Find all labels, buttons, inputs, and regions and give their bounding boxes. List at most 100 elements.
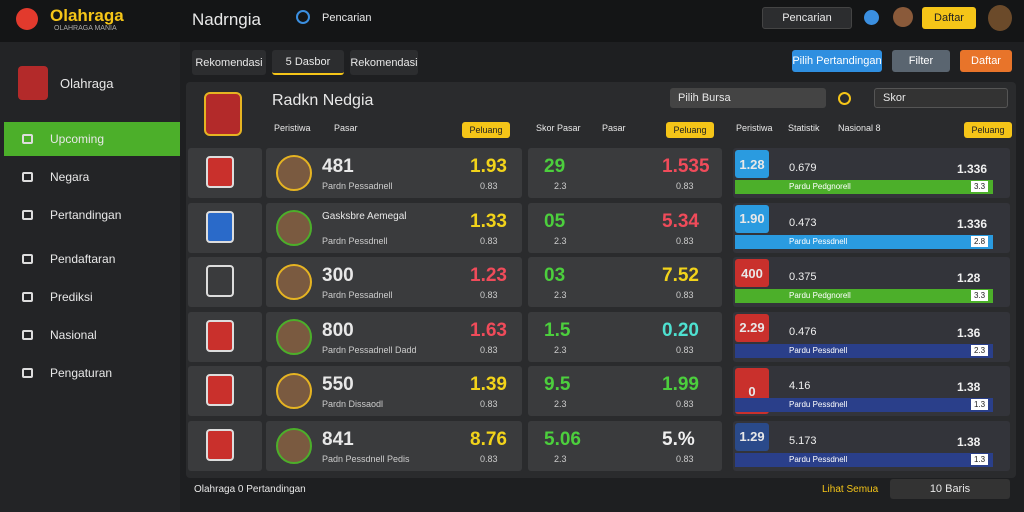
- odds-sub: 0.83: [480, 344, 498, 355]
- market-card[interactable]: 400 0.375 1.28 Pardu Pedgnorell 3.3: [733, 257, 1010, 307]
- team-cell: [188, 311, 262, 362]
- page-title: Nadrngia: [192, 10, 261, 29]
- bar-value: 1.3: [971, 399, 989, 410]
- tab[interactable]: Rekomendasi: [350, 50, 418, 75]
- market-right: 1.28: [957, 271, 981, 285]
- match-card[interactable]: 550 Pardn Dissaodl 1.39 0.83: [266, 366, 522, 416]
- odds-sub: 0.83: [480, 399, 498, 409]
- team-badge: [206, 319, 234, 352]
- nav-icon: [22, 330, 33, 340]
- column-header: Nasional 8: [838, 123, 881, 133]
- odds-card[interactable]: 1.5 2.3 0.20 0.83: [528, 311, 722, 362]
- odds: 1.23: [470, 265, 507, 286]
- market-sub: 0.679: [789, 162, 817, 174]
- nav-item[interactable]: Upcoming: [4, 122, 180, 156]
- team-badge: [206, 374, 234, 406]
- nav-item[interactable]: Prediksi: [4, 280, 180, 314]
- odds-sub: 2.3: [554, 235, 567, 246]
- bar-text: Pardu Pessdnell: [789, 454, 848, 464]
- market-card[interactable]: 1.90 0.473 1.336 Pardu Pessdnell 2.8: [733, 202, 1010, 253]
- footer-link[interactable]: Lihat Semua: [822, 484, 879, 495]
- footer-left: Olahraga 0 Pertandingan: [194, 484, 306, 495]
- team-cell: [188, 366, 262, 416]
- logo: [16, 8, 38, 30]
- nav-label: Nasional: [50, 328, 97, 342]
- market-bar: Pardu Pedgnorell 3.3: [735, 180, 993, 194]
- profile-badge: [18, 66, 48, 100]
- market-card[interactable]: 1.29 5.173 1.38 Pardu Pessdnell 1.3: [733, 420, 1010, 471]
- globe-icon[interactable]: [864, 10, 879, 25]
- nav-label: Negara: [50, 170, 90, 184]
- action-button[interactable]: Daftar: [960, 50, 1012, 72]
- bar-value: 1.3: [971, 453, 989, 465]
- odds: 03: [544, 265, 566, 286]
- bar-text: Pardu Pessdnell: [789, 236, 848, 246]
- nav-label: Pengaturan: [50, 366, 113, 380]
- nav-label: Prediksi: [50, 290, 93, 304]
- tab[interactable]: Rekomendasi: [192, 50, 266, 75]
- action-button[interactable]: Filter: [892, 50, 950, 72]
- odds-card[interactable]: 29 2.3 1.535 0.83: [528, 148, 722, 198]
- match-card[interactable]: 481 Pardn Pessadnell 1.93 0.83: [266, 148, 522, 198]
- match-card[interactable]: Gasksbre Aemegal Pardn Pessdnell 1.33 0.83: [266, 202, 522, 253]
- nav-item[interactable]: Negara: [4, 160, 180, 194]
- page-size[interactable]: 10 Baris: [890, 479, 1010, 499]
- nav-item[interactable]: Pertandingan: [4, 198, 180, 232]
- market-filter[interactable]: Pilih Bursa: [670, 88, 826, 108]
- search-icon[interactable]: [296, 10, 310, 24]
- odds-card[interactable]: 05 2.3 5.34 0.83: [528, 202, 722, 253]
- profile-name: Olahraga: [60, 76, 114, 91]
- match-card[interactable]: 300 Pardn Pessadnell 1.23 0.83: [266, 257, 522, 307]
- market-card[interactable]: 1.28 0.679 1.336 Pardu Pedgnorell 3.3: [733, 148, 1010, 198]
- odds: 1.33: [470, 210, 507, 232]
- odds-sub: 2.3: [554, 181, 567, 191]
- odds: 7.52: [662, 265, 699, 286]
- nav-label: Pendaftaran: [50, 252, 116, 266]
- search[interactable]: Pencarian: [322, 12, 372, 24]
- odds: 0.20: [662, 319, 699, 341]
- team-badge: [206, 265, 234, 297]
- nav-icon: [22, 368, 33, 378]
- nav-item[interactable]: Pendaftaran: [4, 242, 180, 276]
- column-header: Pasar: [334, 123, 358, 133]
- odds-card[interactable]: 03 2.3 7.52 0.83: [528, 257, 722, 307]
- market-box: 400: [735, 259, 769, 287]
- odds-sub: 0.83: [480, 235, 498, 246]
- match-card[interactable]: 841 Padn Pessdnell Pedis 8.76 0.83: [266, 420, 522, 471]
- bar-text: Pardu Pedgnorell: [789, 182, 851, 191]
- market-card[interactable]: 0 4.16 1.38 Pardu Pessdnell 1.3: [733, 366, 1010, 416]
- score-filter[interactable]: Skor: [874, 88, 1008, 108]
- odds: 1.63: [470, 319, 507, 341]
- topbar: Olahraga OLAHRAGA MANIA Nadrngia Pencari…: [0, 0, 1024, 42]
- action-button[interactable]: Pilih Pertandingan: [792, 50, 882, 72]
- nav-icon: [22, 254, 33, 264]
- odds-sub: 0.83: [676, 344, 694, 355]
- odds-sub: 2.3: [554, 290, 567, 300]
- odds: 5.06: [544, 428, 581, 450]
- avatar[interactable]: [893, 7, 913, 27]
- account-select[interactable]: Pencarian: [762, 7, 852, 29]
- match-card[interactable]: 800 Pardn Pessadnell Dadd 1.63 0.83: [266, 311, 522, 362]
- market-card[interactable]: 2.29 0.476 1.36 Pardu Pessdnell 2.3: [733, 311, 1010, 362]
- odds-card[interactable]: 5.06 2.3 5.% 0.83: [528, 420, 722, 471]
- panel: Radkn Nedgia Pilih Bursa Skor Peristiwa P…: [186, 82, 1016, 478]
- match-name: Pardn Pessadnell: [322, 181, 393, 191]
- odds-sub: 2.3: [554, 344, 567, 355]
- bar-value: 3.3: [971, 181, 989, 192]
- market-sub: 5.173: [789, 434, 817, 447]
- odds-sub: 0.83: [676, 290, 694, 300]
- odds-card[interactable]: 9.5 2.3 1.99 0.83: [528, 366, 722, 416]
- user-avatar[interactable]: [988, 5, 1012, 31]
- filter-icon[interactable]: [838, 92, 851, 105]
- column-header: Skor Pasar: [536, 123, 581, 133]
- player-avatar: [276, 427, 312, 464]
- action-button[interactable]: Daftar: [922, 7, 976, 29]
- tab[interactable]: 5 Dasbor: [272, 50, 344, 75]
- match-name: Pardn Pessadnell Dadd: [322, 344, 417, 355]
- market-sub: 4.16: [789, 380, 811, 392]
- nav-item[interactable]: Pengaturan: [4, 356, 180, 390]
- nav-icon: [22, 134, 33, 144]
- team-cell: [188, 420, 262, 471]
- odds: 9.5: [544, 374, 571, 395]
- nav-item[interactable]: Nasional: [4, 318, 180, 352]
